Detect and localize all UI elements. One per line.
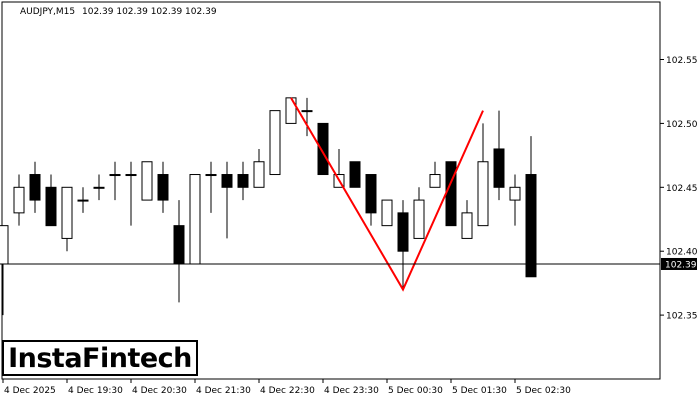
candle xyxy=(445,161,457,227)
candle xyxy=(269,110,281,176)
y-tick-label: 102.50 xyxy=(666,120,698,130)
bear-candle-body xyxy=(493,148,505,188)
bear-candle-body xyxy=(317,122,329,176)
candle xyxy=(525,136,537,278)
candle xyxy=(29,161,41,213)
pattern-layer xyxy=(290,97,484,292)
bear-candle-body xyxy=(445,161,457,227)
bear-candle-body xyxy=(237,174,249,188)
bull-candle-body xyxy=(285,97,297,124)
candle xyxy=(493,110,505,201)
current-price-tag xyxy=(661,257,697,270)
bull-candle-body xyxy=(109,174,121,177)
bull-candle-body xyxy=(93,186,105,189)
candle xyxy=(189,174,201,265)
bull-candle-body xyxy=(0,225,9,265)
bull-candle-body xyxy=(205,174,217,177)
y-tick-label: 102.55 xyxy=(666,56,698,66)
candle xyxy=(477,123,489,227)
candle xyxy=(381,199,393,227)
x-tick-label: 4 Dec 22:30 xyxy=(260,386,315,396)
x-tick-label: 5 Dec 00:30 xyxy=(388,386,443,396)
candle xyxy=(253,148,265,188)
bull-candle-body xyxy=(413,199,425,239)
candle xyxy=(157,161,169,213)
ohlc-label: 102.39 102.39 102.39 102.39 xyxy=(82,7,217,17)
candle xyxy=(237,161,249,201)
bull-candle-body xyxy=(301,110,313,113)
bear-candle-body xyxy=(525,174,537,278)
candle xyxy=(77,187,89,213)
y-tick-label: 102.35 xyxy=(666,312,698,322)
instafintech-logo: InstaFintech xyxy=(2,340,198,376)
bear-candle-body xyxy=(349,161,361,188)
current-price-label: 102.39 xyxy=(665,260,697,270)
candle xyxy=(397,200,409,290)
candle xyxy=(317,122,329,176)
pattern-line xyxy=(290,97,484,292)
bull-candle-body xyxy=(125,174,137,177)
y-axis: 102.55 102.50 102.45 102.40 102.35 xyxy=(660,56,698,322)
candle xyxy=(461,200,473,239)
candle xyxy=(509,174,521,226)
bear-candle-body xyxy=(45,186,57,227)
bear-candle-body xyxy=(157,174,169,201)
x-tick-label: 4 Dec 2025 xyxy=(4,386,56,396)
current-price-layer: 102.39 xyxy=(2,257,697,270)
candle xyxy=(141,161,153,201)
candle xyxy=(93,174,105,201)
plot-area xyxy=(1,1,661,380)
bear-candle-body xyxy=(29,174,41,201)
candle xyxy=(109,161,121,201)
candle xyxy=(61,186,73,252)
x-tick-label: 4 Dec 23:30 xyxy=(324,386,379,396)
candle xyxy=(205,161,217,213)
candles-layer xyxy=(0,97,537,316)
x-tick-label: 5 Dec 02:30 xyxy=(516,386,571,396)
bull-candle-body xyxy=(141,161,153,201)
bear-candle-body xyxy=(221,174,233,188)
candle xyxy=(413,187,425,239)
bull-candle-body xyxy=(77,199,89,202)
candle xyxy=(349,161,361,188)
bull-candle-body xyxy=(189,174,201,265)
candle xyxy=(13,174,25,226)
y-tick-label: 102.45 xyxy=(666,184,698,194)
bear-candle-body xyxy=(365,174,377,214)
bull-candle-body xyxy=(381,199,393,227)
candle xyxy=(45,174,57,227)
candle xyxy=(365,174,377,226)
bull-candle-body xyxy=(61,186,73,239)
y-tick-label: 102.40 xyxy=(666,248,698,258)
candle xyxy=(285,97,297,124)
candle xyxy=(125,161,137,226)
x-tick-label: 5 Dec 01:30 xyxy=(452,386,507,396)
logo-text: InstaFintech xyxy=(8,342,192,374)
x-tick-label: 4 Dec 20:30 xyxy=(132,386,187,396)
bull-candle-body xyxy=(461,212,473,239)
candle xyxy=(221,161,233,239)
bull-candle-body xyxy=(253,161,265,188)
bull-candle-body xyxy=(269,110,281,176)
bull-candle-body xyxy=(13,186,25,214)
candle xyxy=(429,161,441,188)
bull-candle-body xyxy=(509,186,521,201)
bear-candle-body xyxy=(173,225,185,265)
x-tick-label: 4 Dec 21:30 xyxy=(196,386,251,396)
bull-candle-body xyxy=(477,161,489,227)
symbol-label: AUDJPY,M15 xyxy=(20,7,75,17)
x-axis: 4 Dec 2025 4 Dec 19:30 4 Dec 20:30 4 Dec 21… xyxy=(2,379,571,396)
candle xyxy=(301,97,313,137)
bear-candle-body xyxy=(397,212,409,252)
bull-candle-body xyxy=(429,174,441,188)
x-tick-label: 4 Dec 19:30 xyxy=(68,386,123,396)
